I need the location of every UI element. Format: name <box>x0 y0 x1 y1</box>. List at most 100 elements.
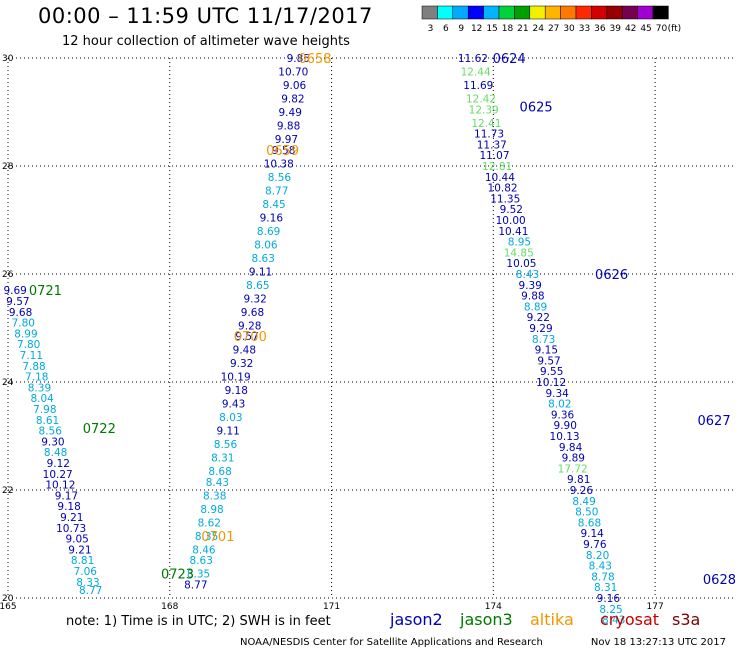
wave-height-label: 8.49 <box>572 496 595 508</box>
wave-height-label: 8.50 <box>575 507 598 519</box>
wave-height-label: 10.12 <box>45 480 75 492</box>
wave-height-label: 8.03 <box>219 412 242 424</box>
wave-height-label: 8.77 <box>265 185 288 197</box>
wave-height-label: 9.36 <box>551 409 575 421</box>
wave-height-label: 8.43 <box>589 561 612 573</box>
wave-height-label: 8.25 <box>599 604 622 616</box>
legend-unit-label: (ft) <box>668 24 682 34</box>
wave-height-label: 9.39 <box>518 280 541 292</box>
legend-label: 3 <box>428 24 434 34</box>
wave-height-label: 8.39 <box>28 382 51 394</box>
wave-height-label: 8.35 <box>195 531 218 543</box>
legend-label: 42 <box>625 24 636 34</box>
wave-height-label: 10.82 <box>488 183 518 195</box>
wave-height-label: 9.06 <box>283 80 307 92</box>
wave-height-label: 10.73 <box>56 523 86 535</box>
pass-time-label: 0721 <box>29 284 62 299</box>
legend-label: 30 <box>563 24 575 34</box>
legend-label: 33 <box>579 24 590 34</box>
footer-timestamp: Nov 18 13:27:13 UTC 2017 <box>591 637 726 648</box>
wave-height-label: 9.14 <box>580 528 604 540</box>
legend-label: 70 <box>656 24 668 34</box>
wave-height-label: 8.45 <box>262 199 285 211</box>
pass-time-label: 0700 <box>234 330 267 345</box>
wave-height-label: 8.99 <box>14 328 37 340</box>
wave-height-label: 8.81 <box>71 555 94 567</box>
wave-height-label: 9.34 <box>545 388 569 400</box>
wave-height-label: 10.13 <box>550 431 580 443</box>
wave-height-label: 12.39 <box>469 104 499 116</box>
x-tick-label: 171 <box>323 602 340 612</box>
page-title: 00:00 – 11:59 UTC 11/17/2017 <box>38 4 373 28</box>
wave-height-label: 8.95 <box>508 237 531 249</box>
wave-height-label: 8.31 <box>594 582 617 594</box>
wave-height-label: 8.65 <box>246 280 269 292</box>
wave-height-label: 9.28 <box>238 320 261 332</box>
wave-height-label: 8.77 <box>79 585 102 597</box>
wave-height-label: 8.69 <box>257 226 280 238</box>
wave-height-label: 8.43 <box>206 477 229 489</box>
wave-height-label: 9.58 <box>272 145 295 157</box>
wave-height-label: 17.72 <box>558 463 588 475</box>
legend-label: 15 <box>486 24 497 34</box>
wave-height-label: 11.69 <box>463 80 493 92</box>
satellite-legend-altika: altika <box>530 610 574 629</box>
wave-height-label: 8.06 <box>254 239 278 251</box>
legend-label: 18 <box>502 24 514 34</box>
wave-height-label: 7.88 <box>22 361 45 373</box>
footer-credit: NOAA/NESDIS Center for Satellite Applica… <box>240 637 543 648</box>
legend-swatch <box>529 5 546 20</box>
wave-height-label: 9.11 <box>216 426 239 438</box>
pass-time-label: 0659 <box>266 144 299 159</box>
y-tick-label: 22 <box>2 486 13 496</box>
wave-height-label: 9.48 <box>233 345 256 357</box>
satellite-legend-jason2: jason2 <box>389 610 443 629</box>
wave-height-label: 11.35 <box>490 193 520 205</box>
wave-height-label: 8.63 <box>190 555 213 567</box>
wave-height-label: 8.33 <box>76 577 99 589</box>
wave-height-label: 8.62 <box>198 517 221 529</box>
legend-label: 21 <box>517 24 528 34</box>
wave-height-label: 9.21 <box>68 544 91 556</box>
wave-height-label: 10.41 <box>498 226 528 238</box>
wave-height-label: 9.90 <box>554 420 577 432</box>
wave-height-label: 8.63 <box>252 253 275 265</box>
legend-label: 24 <box>533 24 545 34</box>
legend-label: 27 <box>548 24 559 34</box>
wave-height-label: 9.15 <box>535 345 558 357</box>
wave-height-label: 9.16 <box>597 593 621 605</box>
wave-height-label: 7.11 <box>20 350 43 362</box>
legend-label: 9 <box>458 24 464 34</box>
wave-height-label: 8.56 <box>214 439 238 451</box>
legend-swatch <box>652 5 669 20</box>
wave-height-label: 10.44 <box>485 172 515 184</box>
pass-time-label: 0627 <box>698 414 731 429</box>
wave-height-label: 7.80 <box>12 318 35 330</box>
wave-height-label: 8.73 <box>532 334 555 346</box>
wave-height-label: 9.21 <box>60 512 83 524</box>
wave-height-label: 7.98 <box>33 404 56 416</box>
wave-height-label: 8.89 <box>524 301 547 313</box>
x-tick-label: 174 <box>485 602 502 612</box>
wave-height-label: 9.84 <box>559 442 583 454</box>
wave-height-label: 8.43 <box>602 615 625 627</box>
legend-label: 12 <box>471 24 482 34</box>
x-tick-label: 168 <box>161 602 178 612</box>
wave-height-label: 9.88 <box>521 291 544 303</box>
wave-height-label: 9.81 <box>567 474 590 486</box>
wave-height-label: 7.18 <box>25 372 48 384</box>
wave-height-label: 11.07 <box>479 150 509 162</box>
wave-height-label: 9.43 <box>222 399 245 411</box>
wave-height-label: 10.05 <box>506 258 536 270</box>
wave-height-label: 9.05 <box>65 534 88 546</box>
legend-swatch <box>467 5 484 20</box>
legend-label: 6 <box>443 24 449 34</box>
legend-swatch <box>498 5 515 20</box>
page-subtitle: 12 hour collection of altimeter wave hei… <box>62 34 350 49</box>
wave-height-label: 8.56 <box>39 426 63 438</box>
wave-height-label: 8.56 <box>268 172 292 184</box>
wave-height-label: 8.20 <box>586 550 609 562</box>
note-text: note: 1) Time is in UTC; 2) SWH is in fe… <box>66 614 331 629</box>
wave-height-label: 11.73 <box>474 129 504 141</box>
wave-height-label: 9.17 <box>55 490 78 502</box>
